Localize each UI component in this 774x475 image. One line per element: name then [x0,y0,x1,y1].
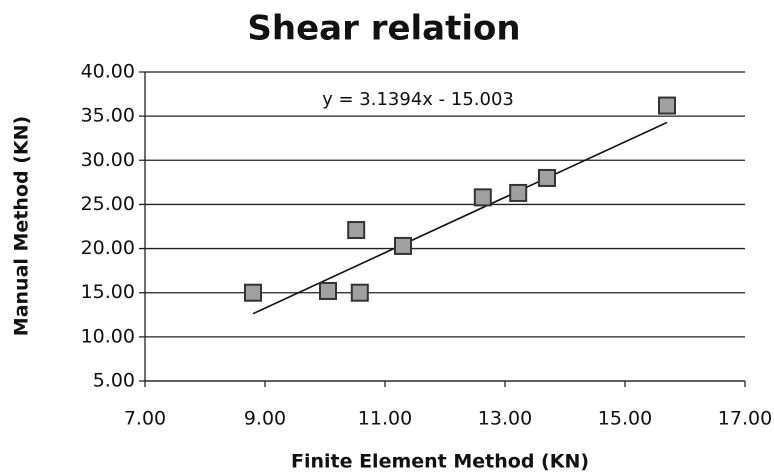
y-axis-title: Manual Method (KN) [11,116,33,336]
x-axis-title: Finite Element Method (KN) [291,451,589,473]
x-tick-label: 7.00 [124,408,166,430]
trendline-equation: y = 3.1394x - 15.003 [322,89,514,110]
x-tick-label: 9.00 [244,408,286,430]
point [244,283,262,302]
x-tick-label: 11.00 [358,408,412,430]
point [350,283,369,302]
x-tick-label: 13.00 [478,408,532,430]
point [473,188,492,207]
y-tick-label: 5.00 [93,370,135,392]
y-tick-label: 10.00 [81,325,135,347]
y-tick-label: 40.00 [81,61,135,83]
y-tick-label: 20.00 [81,237,135,259]
point [509,183,528,202]
point [347,221,366,240]
point [658,96,676,115]
y-tick-label: 30.00 [81,149,135,171]
x-tick-label: 17.00 [718,408,772,430]
y-tick-label: 15.00 [81,281,135,303]
point [538,168,556,187]
chart-title: Shear relation [247,9,520,49]
y-tick-label: 25.00 [81,193,135,215]
y-tick-label: 35.00 [81,105,135,127]
point [319,281,337,300]
point [394,236,412,255]
trendline [252,121,668,315]
x-tick-label: 15.00 [598,408,652,430]
